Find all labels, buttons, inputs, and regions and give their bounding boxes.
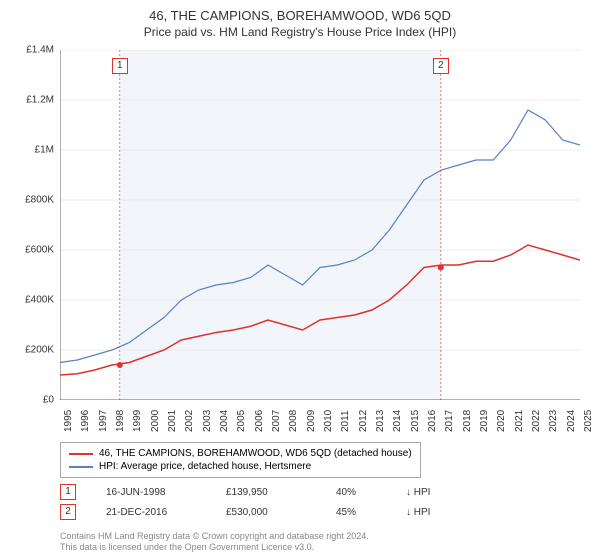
x-tick-label: 2005 bbox=[236, 410, 247, 432]
x-tick-label: 2022 bbox=[531, 410, 542, 432]
y-tick-label: £200K bbox=[25, 345, 54, 356]
x-tick-label: 2000 bbox=[150, 410, 161, 432]
legend-item: 46, THE CAMPIONS, BOREHAMWOOD, WD6 5QD (… bbox=[69, 447, 412, 460]
transaction-price: £530,000 bbox=[226, 507, 306, 518]
x-tick-label: 2024 bbox=[566, 410, 577, 432]
x-tick-label: 2018 bbox=[462, 410, 473, 432]
legend-swatch bbox=[69, 466, 93, 468]
transaction-date: 16-JUN-1998 bbox=[106, 487, 196, 498]
x-axis-labels: 1995 1996 1997 1998 1999 2000 2001 2002 2003 2004… bbox=[60, 402, 580, 442]
x-tick-label: 2009 bbox=[306, 410, 317, 432]
y-tick-label: £600K bbox=[25, 245, 54, 256]
x-tick-label: 2012 bbox=[358, 410, 369, 432]
legend-label: HPI: Average price, detached house, Hert… bbox=[99, 461, 311, 472]
chart-marker-1: 1 bbox=[112, 58, 128, 74]
x-tick-label: 2015 bbox=[410, 410, 421, 432]
chart-container: 46, THE CAMPIONS, BOREHAMWOOD, WD6 5QD P… bbox=[0, 0, 600, 560]
x-tick-label: 2016 bbox=[427, 410, 438, 432]
x-tick-label: 2021 bbox=[514, 410, 525, 432]
x-tick-label: 2013 bbox=[375, 410, 386, 432]
x-tick-label: 2020 bbox=[496, 410, 507, 432]
legend-label: 46, THE CAMPIONS, BOREHAMWOOD, WD6 5QD (… bbox=[99, 448, 412, 459]
y-tick-label: £400K bbox=[25, 295, 54, 306]
y-tick-label: £1.2M bbox=[26, 95, 54, 106]
y-tick-label: £1M bbox=[35, 145, 54, 156]
x-tick-label: 2014 bbox=[392, 410, 403, 432]
y-tick-label: £800K bbox=[25, 195, 54, 206]
x-tick-label: 2001 bbox=[167, 410, 178, 432]
transaction-marker: 1 bbox=[60, 484, 76, 500]
transaction-direction: ↓ HPI bbox=[406, 507, 430, 518]
x-tick-label: 1997 bbox=[98, 410, 109, 432]
chart-title: 46, THE CAMPIONS, BOREHAMWOOD, WD6 5QD bbox=[0, 0, 600, 23]
x-tick-label: 2023 bbox=[548, 410, 559, 432]
x-tick-label: 2003 bbox=[202, 410, 213, 432]
x-tick-label: 2019 bbox=[479, 410, 490, 432]
transaction-pct: 45% bbox=[336, 507, 376, 518]
x-tick-label: 2010 bbox=[323, 410, 334, 432]
x-tick-label: 2011 bbox=[340, 410, 351, 432]
chart-marker-2: 2 bbox=[433, 58, 449, 74]
legend-item: HPI: Average price, detached house, Hert… bbox=[69, 460, 412, 473]
transactions-table: 1 16-JUN-1998 £139,950 40% ↓ HPI 2 21-DE… bbox=[60, 482, 430, 522]
y-tick-label: £1.4M bbox=[26, 45, 54, 56]
x-tick-label: 2025 bbox=[583, 410, 594, 432]
chart-subtitle: Price paid vs. HM Land Registry's House … bbox=[0, 23, 600, 39]
footer-line-1: Contains HM Land Registry data © Crown c… bbox=[60, 531, 369, 543]
x-tick-label: 2004 bbox=[219, 410, 230, 432]
y-tick-label: £0 bbox=[43, 395, 54, 406]
chart-svg bbox=[60, 50, 580, 400]
legend-swatch bbox=[69, 453, 93, 455]
x-tick-label: 2017 bbox=[444, 410, 455, 432]
x-tick-label: 2007 bbox=[271, 410, 282, 432]
transaction-price: £139,950 bbox=[226, 487, 306, 498]
transaction-row: 2 21-DEC-2016 £530,000 45% ↓ HPI bbox=[60, 502, 430, 522]
footer-line-2: This data is licensed under the Open Gov… bbox=[60, 542, 369, 554]
x-tick-label: 1999 bbox=[132, 410, 143, 432]
x-tick-label: 1998 bbox=[115, 410, 126, 432]
transaction-row: 1 16-JUN-1998 £139,950 40% ↓ HPI bbox=[60, 482, 430, 502]
footer-text: Contains HM Land Registry data © Crown c… bbox=[60, 531, 369, 554]
x-tick-label: 2008 bbox=[288, 410, 299, 432]
transaction-date: 21-DEC-2016 bbox=[106, 507, 196, 518]
y-axis-labels: £0£200K£400K£600K£800K£1M£1.2M£1.4M bbox=[0, 50, 58, 400]
x-tick-label: 2002 bbox=[184, 410, 195, 432]
plot-area: 12 bbox=[60, 50, 580, 400]
transaction-pct: 40% bbox=[336, 487, 376, 498]
x-tick-label: 2006 bbox=[254, 410, 265, 432]
x-tick-label: 1995 bbox=[63, 410, 74, 432]
x-tick-label: 1996 bbox=[80, 410, 91, 432]
transaction-direction: ↓ HPI bbox=[406, 487, 430, 498]
transaction-marker: 2 bbox=[60, 504, 76, 520]
legend-box: 46, THE CAMPIONS, BOREHAMWOOD, WD6 5QD (… bbox=[60, 442, 421, 478]
